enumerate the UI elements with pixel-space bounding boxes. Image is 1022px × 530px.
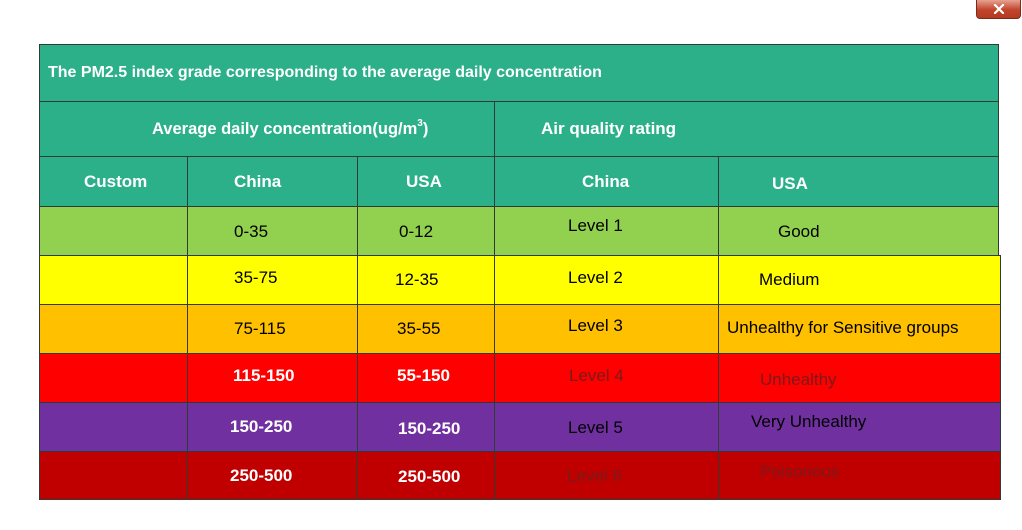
table-cell-usa-rating: Unhealthy [718, 353, 1001, 403]
table-cell-usa-conc: 35-55 [357, 304, 495, 354]
table-cell-china-conc: 115-150 [187, 353, 358, 403]
table-row-custom [39, 255, 188, 305]
air-quality-rating-label: Air quality rating [541, 119, 677, 138]
table-cell-china-conc: 35-75 [187, 255, 358, 305]
close-button[interactable] [976, 0, 1021, 19]
table-cell-usa-conc: 150-250 [357, 402, 495, 452]
table-cell-usa-rating: Unhealthy for Sensitive groups [718, 304, 1001, 354]
table-row-custom [39, 206, 188, 256]
table-cell-usa-rating: Medium [718, 255, 1001, 305]
table-cell-china-conc: 150-250 [187, 402, 358, 452]
table-cell-usa-rating: Very Unhealthy [718, 402, 1001, 452]
table-cell-china-level: Level 3 [494, 304, 719, 354]
column-header-usa-rating: USA [718, 156, 999, 207]
avg-concentration-header: Average daily concentration(ug/m3) [39, 101, 495, 157]
column-header-china-conc: China [187, 156, 358, 207]
table-cell-china-level: Level 2 [494, 255, 719, 305]
close-icon [993, 4, 1004, 14]
table-cell-china-level: Level 5 [494, 402, 719, 452]
avg-concentration-label: Average daily concentration(ug/m3) [152, 117, 429, 138]
table-row-custom [39, 402, 188, 452]
table-title-text: The PM2.5 index grade corresponding to t… [48, 64, 602, 81]
table-cell-usa-rating: Good [718, 206, 999, 256]
table-cell-china-level: Level 4 [494, 353, 719, 403]
column-header-usa-conc: USA [357, 156, 495, 207]
table-cell-china-conc: 0-35 [187, 206, 358, 256]
table-cell-china-level: Level 6 [494, 451, 719, 500]
table-cell-usa-conc: 12-35 [357, 255, 495, 305]
table-cell-usa-conc: 250-500 [357, 451, 495, 500]
column-header-china-level: China [494, 156, 719, 207]
table-cell-china-conc: 75-115 [187, 304, 358, 354]
table-cell-china-conc: 250-500 [187, 451, 358, 500]
table-row-custom [39, 353, 188, 403]
table-title: The PM2.5 index grade corresponding to t… [39, 44, 999, 102]
table-cell-china-level: Level 1 [494, 206, 719, 256]
column-header-custom: Custom [39, 156, 188, 207]
table-cell-usa-conc: 0-12 [357, 206, 495, 256]
table-cell-usa-rating: Poisonous [718, 451, 1001, 500]
table-row-custom [39, 304, 188, 354]
table-row-custom [39, 451, 188, 500]
air-quality-rating-header: Air quality rating [494, 101, 999, 157]
table-cell-usa-conc: 55-150 [357, 353, 495, 403]
